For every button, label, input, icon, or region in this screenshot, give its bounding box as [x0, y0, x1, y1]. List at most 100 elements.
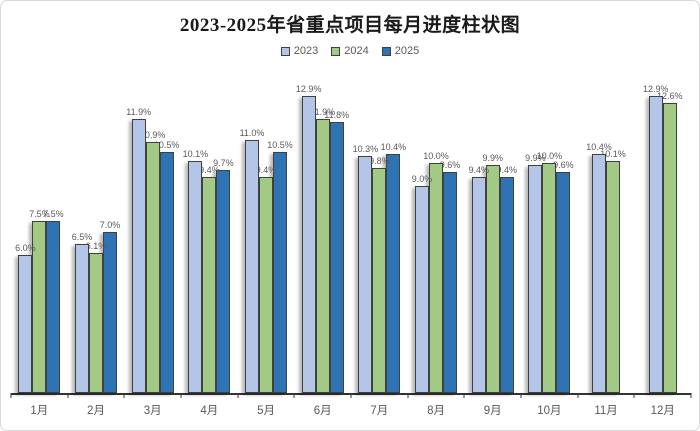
bar-2024-7月: 9.8%: [369, 156, 390, 393]
bar-group-7月: 10.3% 9.8% 10.4%: [351, 93, 408, 393]
x-axis-label-8月: 8月: [427, 405, 445, 417]
bar-value-label-2025-6月: 11.8%: [324, 109, 350, 120]
bar-2025-1月: 7.5%: [43, 209, 64, 393]
bar-2025-10月: 9.6%: [553, 160, 574, 393]
legend-item-2025: 2025: [381, 45, 420, 57]
x-axis-label-6月: 6月: [313, 405, 332, 417]
x-axis-label-7月: 7月: [370, 405, 389, 417]
bar-2024-6月: 11.9%: [310, 107, 335, 393]
legend-item-2024: 2024: [331, 45, 369, 57]
x-axis-tick: [577, 393, 579, 398]
bar-2024-11月: 10.1%: [600, 149, 626, 393]
bar-2025-7月: 10.4%: [381, 142, 406, 393]
x-axis-tick: [463, 393, 465, 398]
x-axis-tick: [10, 393, 12, 398]
bar-value-label-2024-2月: 6.1%: [85, 240, 107, 251]
x-axis-tick: [67, 393, 69, 398]
bar-value-label-2024-5月: 9.4%: [255, 164, 277, 175]
x-axis-tick: [293, 393, 295, 398]
bar-group-9月: 9.4% 9.9% 9.4%: [464, 93, 521, 393]
bar-group-5月: 11.0% 9.4% 10.5%: [238, 93, 295, 393]
x-axis-tick: [237, 393, 239, 398]
bar-2024-5月: 9.4%: [256, 165, 276, 393]
bar-value-label-2024-9月: 9.9%: [482, 153, 503, 164]
legend-label-2024: 2024: [344, 45, 369, 57]
x-axis-tick: [407, 393, 409, 398]
bar-value-label-2023-12月: 12.9%: [642, 84, 669, 95]
bar-value-label-2024-11月: 10.1%: [600, 148, 626, 159]
bar-group-2月: 6.5% 6.1% 7.0%: [68, 93, 125, 393]
bar-2023-10月: 9.9%: [525, 153, 546, 393]
bar-group-12月: 12.9% 12.6%: [634, 84, 691, 393]
bar-value-label-2025-5月: 10.5%: [267, 139, 293, 150]
bar-value-label-2025-2月: 7.0%: [99, 220, 121, 230]
bar-value-label-2025-8月: 9.6%: [439, 160, 461, 171]
x-axis-tick: [180, 393, 182, 398]
x-axis-label-1月: 1月: [30, 405, 49, 417]
bar-value-label-2023-8月: 9.0%: [411, 174, 433, 184]
legend-swatch-2024: [331, 46, 341, 56]
bar-2025-6月: 11.8%: [324, 110, 349, 393]
bar-2025-8月: 9.6%: [440, 160, 460, 393]
bar-value-label-2023-3月: 11.9%: [126, 107, 152, 118]
x-axis-label-4月: 4月: [200, 405, 219, 417]
bar-2023-6月: 12.9%: [296, 84, 321, 393]
legend-swatch-2023: [280, 46, 290, 56]
bar-value-label-2025-7月: 10.4%: [380, 141, 407, 152]
bar-value-label-2025-9月: 9.4%: [496, 164, 517, 175]
bar-value-label-2024-12月: 12.6%: [656, 91, 683, 102]
bar-value-label-2023-1月: 6.0%: [15, 243, 36, 253]
bar-group-8月: 9.0% 10.0% 9.6%: [408, 93, 465, 393]
bar-2025-9月: 9.4%: [496, 165, 517, 393]
x-axis-tick: [350, 393, 352, 398]
bar-2023-12月: 12.9%: [643, 84, 668, 393]
bar-value-label-2025-10月: 9.6%: [553, 160, 574, 171]
bar-2023-4月: 10.1%: [183, 149, 208, 393]
bar-group-3月: 11.9% 10.9% 10.5%: [124, 93, 181, 393]
bar-2023-5月: 11.0%: [240, 128, 264, 393]
bar-value-label-2024-10月: 10.0%: [536, 151, 563, 161]
bar-value-label-2023-5月: 11.0%: [239, 128, 265, 138]
bar-group-11月: 10.4% 10.1%: [578, 93, 635, 393]
bar-2023-9月: 9.4%: [468, 165, 489, 393]
bar-2023-11月: 10.4%: [586, 142, 612, 393]
legend-swatch-2025: [381, 46, 391, 56]
bar-2024-12月: 12.6%: [657, 91, 682, 393]
plot-area: 6.0% 7.5% 7.5% 6.5% 6.1% 7.0% 11.9% 10.9% 10.5% 1…: [10, 84, 692, 398]
bar-value-label-2024-8月: 10.0%: [423, 151, 449, 161]
bar-2023-2月: 6.5%: [72, 232, 92, 393]
bar-2024-4月: 9.4%: [199, 165, 220, 393]
x-axis-label-9月: 9月: [483, 405, 502, 417]
bar-2024-1月: 7.5%: [29, 209, 50, 393]
chart-title: 2023-2025年省重点项目每月进度柱状图: [179, 15, 521, 36]
legend: 2023 2024 2025: [1, 45, 699, 57]
legend-label-2023: 2023: [293, 45, 319, 57]
bar-2025-4月: 9.7%: [213, 158, 234, 393]
x-axis-label-10月: 10月: [537, 405, 562, 417]
bar-value-label-2023-4月: 10.1%: [182, 148, 209, 159]
bar-value-label-2023-6月: 12.9%: [295, 84, 322, 95]
bar-2025-3月: 10.5%: [154, 140, 179, 393]
bar-group-1月: 6.0% 7.5% 7.5%: [11, 93, 68, 393]
bar-2024-10月: 10.0%: [537, 151, 562, 393]
bar-value-label-2024-1月: 7.5%: [29, 208, 50, 219]
x-axis-label-12月: 12月: [650, 405, 675, 417]
legend-label-2025: 2025: [394, 45, 420, 57]
bar-group-4月: 10.1% 9.4% 9.7%: [181, 93, 238, 393]
x-axis-label-5月: 5月: [257, 405, 275, 417]
x-axis-tick: [633, 393, 635, 398]
bar-2024-3月: 10.9%: [140, 130, 165, 393]
x-axis-labels: 1月 2月 3月 4月 5月 6月 7月 8月 9月 10月 11月 12月: [11, 402, 691, 418]
x-axis-tick: [520, 393, 522, 398]
bar-value-label-2024-4月: 9.4%: [199, 164, 220, 175]
x-axis-label-11月: 11月: [594, 405, 618, 417]
bar-group-6月: 12.9% 11.9% 11.8%: [294, 84, 351, 393]
bar-value-label-2024-6月: 11.9%: [310, 107, 336, 118]
bar-value-label-2023-2月: 6.5%: [71, 231, 93, 242]
bar-value-label-2025-4月: 9.7%: [213, 157, 234, 168]
bar-value-label-2024-7月: 9.8%: [369, 155, 390, 166]
bar-2024-2月: 6.1%: [86, 241, 106, 393]
bar-2023-7月: 10.3%: [353, 144, 378, 393]
bar-2025-5月: 10.5%: [267, 140, 293, 393]
